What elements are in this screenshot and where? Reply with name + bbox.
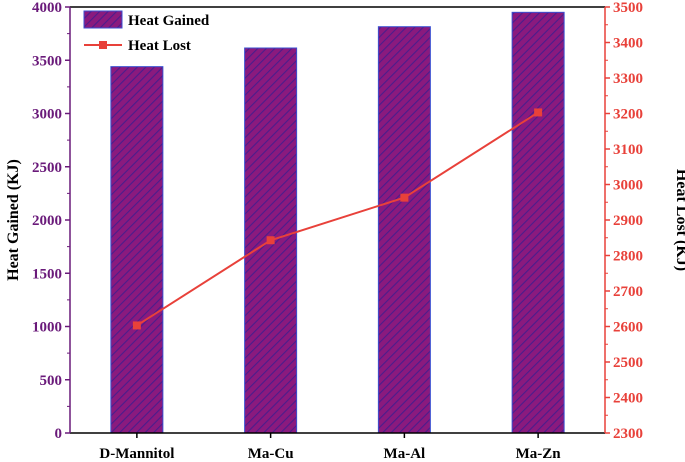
marker-heat-lost-ma-zn [534,108,543,117]
y-left-tick-label: 2500 [32,160,62,176]
y-left-tick-label: 500 [40,373,63,389]
y-left-tick-label: 2000 [32,213,62,229]
legend-heat-gained-swatch [83,10,123,29]
legend-heat-gained-label: Heat Gained [128,13,210,29]
y-right-tick-label: 3500 [613,0,643,16]
y-right-tick-label: 2700 [613,284,643,300]
y-right-tick-label: 3400 [613,36,643,52]
marker-heat-lost-ma-cu [266,236,275,245]
x-tick-label-ma-al: Ma-Al [384,446,426,462]
marker-heat-lost-ma-al [400,193,409,202]
y-right-tick-label: 2800 [613,249,643,265]
y-left-tick-label: 1000 [32,320,62,336]
y-left-tick-label: 4000 [32,0,62,16]
ticks-group: 0 500 1000 1500 2000 2500 3000 3500 4000 2300 2400… [32,0,643,462]
y-axis-left-title: Heat Gained (KJ) [5,159,22,281]
x-tick-label-d-mannitol: D-Mannitol [99,446,174,462]
bar-heat-gained-d-mannitol [110,66,164,434]
y-right-tick-label: 2300 [613,426,643,442]
y-right-tick-label: 3300 [613,71,643,87]
y-right-tick-label: 2600 [613,320,643,336]
y-right-tick-label: 2900 [613,213,643,229]
marker-heat-lost-d-mannitol [132,321,141,330]
bar-heat-gained-ma-zn [511,11,565,434]
x-tick-label-ma-zn: Ma-Zn [516,446,562,462]
y-left-tick-label: 3000 [32,107,62,123]
line-group [132,108,543,330]
y-right-tick-label: 3100 [613,142,643,158]
x-tick-label-ma-cu: Ma-Cu [248,446,294,462]
y-left-tick-label: 1500 [32,266,62,282]
legend: Heat Gained Heat Lost [83,10,210,54]
y-right-tick-label: 3200 [613,107,643,123]
y-left-tick-label: 3500 [32,53,62,69]
y-left-tick-label: 0 [55,426,63,442]
y-right-tick-label: 2400 [613,391,643,407]
bar-heat-gained-ma-al [377,26,431,434]
y-axis-right-title: Heat Lost (KJ) [673,169,685,271]
legend-heat-lost-marker [99,41,107,49]
y-right-tick-label: 3000 [613,178,643,194]
bars-group [110,11,565,434]
legend-heat-lost-label: Heat Lost [128,38,191,54]
line-heat-lost [136,111,539,327]
y-right-tick-label: 2500 [613,355,643,371]
